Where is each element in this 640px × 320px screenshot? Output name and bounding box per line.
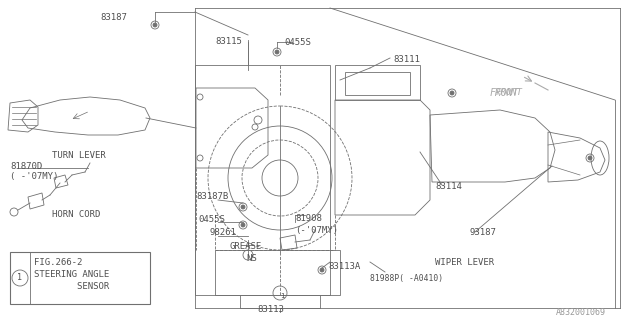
Text: SENSOR: SENSOR (34, 282, 109, 291)
Text: FRONT: FRONT (496, 88, 523, 97)
Circle shape (275, 50, 279, 54)
Text: STEERING ANGLE: STEERING ANGLE (34, 270, 109, 279)
Text: TURN LEVER: TURN LEVER (52, 151, 106, 160)
Text: NS: NS (246, 254, 257, 263)
Text: A832001069: A832001069 (556, 308, 606, 317)
Text: ( -'07MY): ( -'07MY) (10, 172, 58, 181)
Text: 83115: 83115 (215, 37, 242, 46)
Text: 0455S: 0455S (284, 38, 311, 47)
Circle shape (320, 268, 324, 272)
Circle shape (241, 205, 245, 209)
Text: (-'07MY): (-'07MY) (295, 226, 338, 235)
Text: 93187: 93187 (470, 228, 497, 237)
Text: 0455S: 0455S (198, 215, 225, 224)
Text: 83111: 83111 (393, 55, 420, 64)
Text: 83113A: 83113A (328, 262, 360, 271)
Text: 81988P( -A0410): 81988P( -A0410) (370, 274, 443, 283)
Circle shape (153, 23, 157, 27)
Text: 83187B: 83187B (196, 192, 228, 201)
Circle shape (241, 223, 245, 227)
Circle shape (450, 91, 454, 95)
Text: 83113: 83113 (257, 305, 284, 314)
Text: 81870D: 81870D (10, 162, 42, 171)
Text: FRONT: FRONT (490, 88, 520, 98)
Bar (10, 252, 150, 304)
Text: HORN CORD: HORN CORD (52, 210, 100, 219)
Text: 1: 1 (17, 274, 22, 283)
Text: 1: 1 (280, 293, 284, 299)
Text: GREASE: GREASE (230, 242, 262, 251)
Text: 81908: 81908 (295, 214, 322, 223)
Text: FIG.266-2: FIG.266-2 (34, 258, 83, 267)
Text: WIPER LEVER: WIPER LEVER (435, 258, 494, 267)
Text: 83114: 83114 (435, 182, 462, 191)
Text: 83187: 83187 (100, 13, 127, 22)
Text: 98261: 98261 (210, 228, 237, 237)
Circle shape (588, 156, 592, 160)
